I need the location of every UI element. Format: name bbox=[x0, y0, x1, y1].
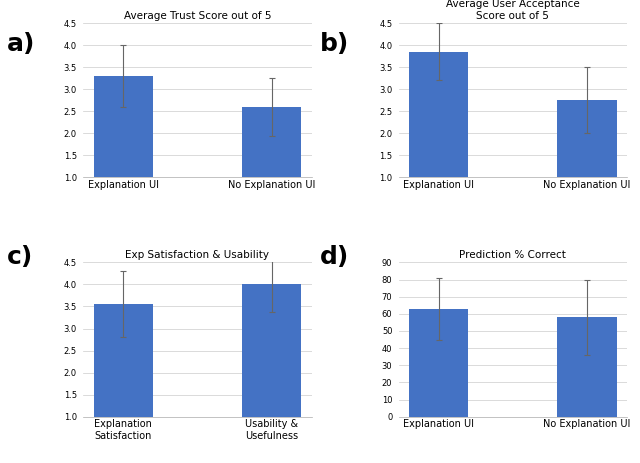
Title: Exp Satisfaction & Usability: Exp Satisfaction & Usability bbox=[125, 250, 269, 260]
Bar bbox=[409, 52, 468, 222]
Text: a): a) bbox=[6, 32, 35, 56]
Text: b): b) bbox=[320, 32, 349, 56]
Bar bbox=[93, 76, 153, 222]
Bar bbox=[409, 309, 468, 417]
Bar bbox=[557, 100, 617, 222]
Title: Average User Acceptance
Score out of 5: Average User Acceptance Score out of 5 bbox=[446, 0, 580, 21]
Title: Prediction % Correct: Prediction % Correct bbox=[460, 250, 566, 260]
Text: c): c) bbox=[6, 245, 33, 269]
Title: Average Trust Score out of 5: Average Trust Score out of 5 bbox=[124, 11, 271, 21]
Bar bbox=[242, 283, 301, 461]
Bar bbox=[93, 304, 153, 461]
Bar bbox=[557, 317, 617, 417]
Bar bbox=[242, 107, 301, 222]
Text: d): d) bbox=[320, 245, 349, 269]
